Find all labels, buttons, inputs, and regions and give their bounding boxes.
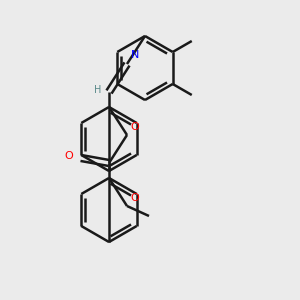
Text: H: H bbox=[94, 85, 101, 95]
Text: N: N bbox=[131, 50, 140, 60]
Text: O: O bbox=[130, 122, 139, 132]
Text: O: O bbox=[64, 151, 73, 161]
Text: O: O bbox=[130, 193, 139, 203]
